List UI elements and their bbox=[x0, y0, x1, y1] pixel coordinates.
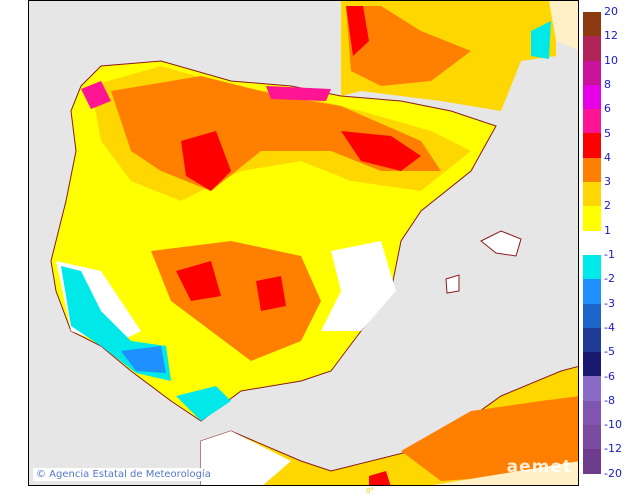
red-anomaly-south-2 bbox=[256, 276, 286, 311]
legend-label: -2 bbox=[604, 272, 615, 286]
africa-hot-spot bbox=[369, 471, 391, 485]
legend-swatch bbox=[583, 109, 601, 134]
longitude-label: 0° bbox=[366, 487, 374, 495]
legend-swatch bbox=[583, 231, 601, 255]
normal-area-east bbox=[321, 241, 396, 331]
legend-label: -20 bbox=[604, 466, 622, 480]
legend-swatch bbox=[583, 352, 601, 377]
legend-swatch bbox=[583, 84, 601, 110]
temperature-anomaly-map: © Agencia Estatal de Meteorología aemet bbox=[28, 0, 579, 486]
red-anomaly-south bbox=[176, 261, 221, 301]
legend-label: -5 bbox=[604, 345, 615, 359]
legend-swatch bbox=[583, 12, 601, 37]
legend-label: 8 bbox=[604, 77, 611, 91]
ibiza bbox=[445, 274, 460, 294]
legend-swatch bbox=[583, 133, 601, 158]
legend-label: -8 bbox=[604, 393, 615, 407]
legend-label: -1 bbox=[604, 248, 615, 261]
africa-warm-area bbox=[401, 396, 578, 481]
france-hot-area bbox=[346, 6, 369, 56]
cool-anomaly-gibraltar bbox=[176, 386, 231, 421]
copyright-credit: © Agencia Estatal de Meteorología bbox=[33, 468, 214, 481]
pink-anomaly-cantabria bbox=[266, 86, 331, 101]
color-legend bbox=[583, 12, 601, 474]
cold-anomaly-guadalquivir bbox=[121, 346, 166, 373]
red-anomaly-northeast bbox=[341, 131, 421, 171]
sahara-area bbox=[433, 461, 578, 485]
legend-label: 10 bbox=[604, 53, 618, 67]
legend-label: 4 bbox=[604, 150, 611, 164]
top-right-area bbox=[549, 1, 578, 51]
red-anomaly-center bbox=[181, 131, 231, 191]
legend-swatch bbox=[583, 376, 601, 401]
legend-swatch bbox=[583, 36, 601, 61]
legend-swatch bbox=[583, 206, 601, 231]
legend-label: -4 bbox=[604, 320, 615, 334]
legend-label: 20 bbox=[604, 5, 618, 18]
aemet-logo: aemet bbox=[506, 457, 572, 477]
balearic-islands bbox=[480, 230, 522, 257]
legend-label: 2 bbox=[604, 199, 611, 213]
legend-swatch bbox=[583, 303, 601, 328]
pink-anomaly-galicia bbox=[81, 81, 111, 109]
legend-swatch bbox=[583, 279, 601, 304]
legend-swatch bbox=[583, 254, 601, 280]
map-svg bbox=[50, 1, 578, 485]
legend-label: -10 bbox=[604, 418, 622, 432]
legend-label: 6 bbox=[604, 102, 611, 116]
legend-swatch bbox=[583, 60, 601, 85]
legend-label: -6 bbox=[604, 369, 615, 383]
legend-label: 1 bbox=[604, 223, 611, 237]
legend-label: 3 bbox=[604, 175, 611, 189]
france-warm-area bbox=[346, 6, 471, 86]
legend-label: 5 bbox=[604, 126, 611, 140]
legend-swatch bbox=[583, 449, 601, 474]
legend-swatch bbox=[583, 425, 601, 450]
legend-label: 12 bbox=[604, 29, 618, 43]
legend-swatch bbox=[583, 182, 601, 207]
legend-swatch bbox=[583, 157, 601, 183]
legend-label: -12 bbox=[604, 442, 622, 456]
africa-white-area bbox=[201, 431, 291, 485]
france-cool-area bbox=[531, 21, 551, 59]
legend-swatch bbox=[583, 327, 601, 353]
legend-label: -3 bbox=[604, 296, 615, 310]
legend-swatch bbox=[583, 400, 601, 426]
